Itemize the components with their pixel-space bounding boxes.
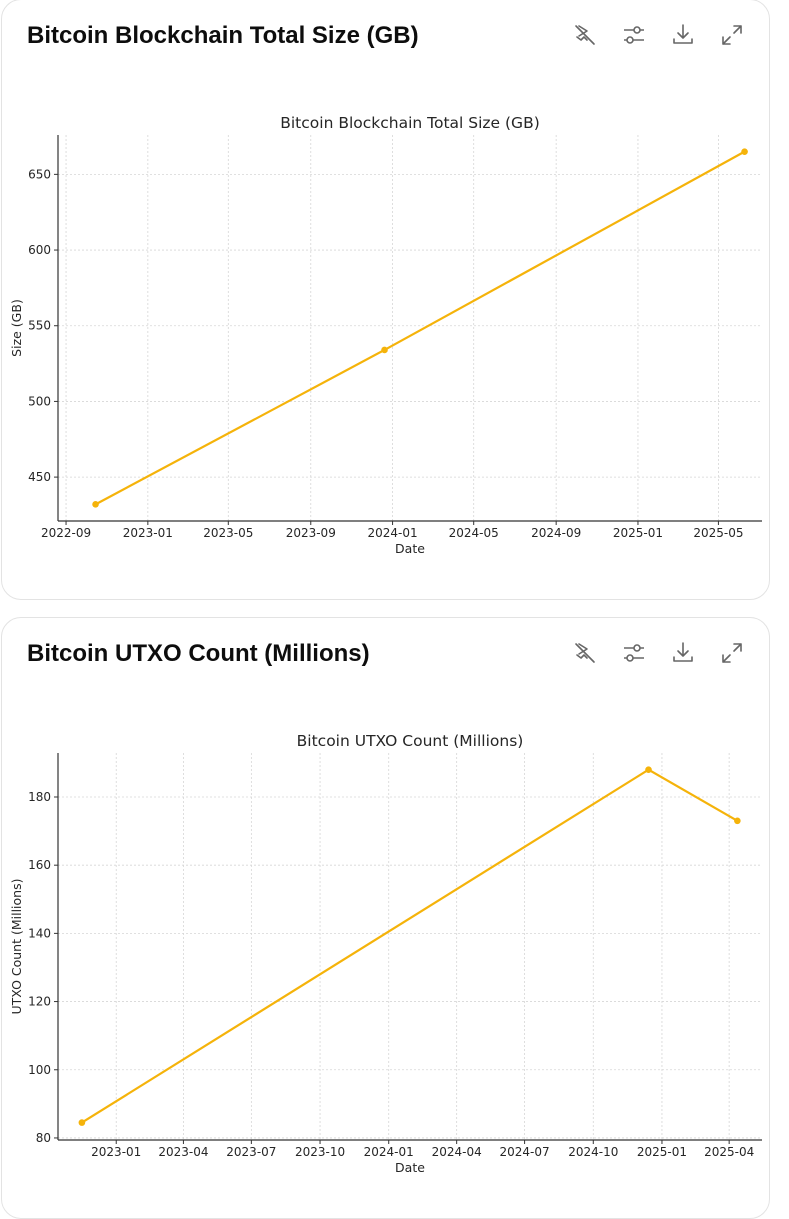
x-tick-label: 2024-04 xyxy=(432,1145,482,1159)
download-icon[interactable] xyxy=(670,22,696,48)
chart-card-blockchain-size: Bitcoin Blockchain Total Size (GB) Bitco… xyxy=(1,0,770,600)
x-tick-label: 2023-07 xyxy=(226,1145,276,1159)
expand-icon[interactable] xyxy=(719,22,745,48)
x-tick-label: 2024-07 xyxy=(500,1145,550,1159)
y-axis-label: UTXO Count (Millions) xyxy=(9,879,24,1015)
x-tick-label: 2023-09 xyxy=(286,526,336,540)
chart-utxo-count: Bitcoin UTXO Count (Millions) 80 100 120 140… xyxy=(9,732,762,1175)
x-tick-label: 2024-05 xyxy=(449,526,499,540)
data-point xyxy=(734,817,741,825)
y-tick-label: 650 xyxy=(28,167,51,181)
expand-icon[interactable] xyxy=(719,640,745,666)
x-axis-label: Date xyxy=(395,541,425,556)
data-point xyxy=(92,501,99,508)
card-toolbar xyxy=(572,22,745,48)
x-tick-label: 2023-05 xyxy=(203,526,253,540)
y-tick-label: 160 xyxy=(28,858,51,872)
y-tick-label: 600 xyxy=(28,243,51,257)
y-tick-label: 550 xyxy=(28,319,51,333)
x-tick-label: 2024-01 xyxy=(364,1145,414,1159)
x-tick-label: 2024-01 xyxy=(367,526,417,540)
y-tick-label: 450 xyxy=(28,470,51,484)
data-point xyxy=(381,346,388,354)
x-tick-label: 2024-10 xyxy=(568,1145,618,1159)
settings-sliders-icon[interactable] xyxy=(621,22,647,48)
hide-chart-icon[interactable] xyxy=(572,22,598,48)
y-tick-label: 180 xyxy=(28,790,51,804)
x-tick-label: 2025-05 xyxy=(693,526,743,540)
download-icon[interactable] xyxy=(670,640,696,666)
settings-sliders-icon[interactable] xyxy=(621,640,647,666)
y-tick-label: 100 xyxy=(28,1063,51,1077)
y-axis-label: Size (GB) xyxy=(9,299,24,357)
x-tick-label: 2023-01 xyxy=(91,1145,141,1159)
card-title: Bitcoin Blockchain Total Size (GB) xyxy=(27,22,419,49)
series-line xyxy=(95,150,746,506)
y-tick-label: 80 xyxy=(36,1131,51,1145)
data-point xyxy=(78,1119,86,1126)
x-tick-label: 2025-04 xyxy=(704,1145,754,1159)
chart-title: Bitcoin UTXO Count (Millions) xyxy=(297,732,524,750)
card-toolbar xyxy=(572,640,745,666)
hide-chart-icon[interactable] xyxy=(572,640,598,666)
card-title: Bitcoin UTXO Count (Millions) xyxy=(27,640,370,667)
y-tick-label: 140 xyxy=(28,926,51,940)
chart-title: Bitcoin Blockchain Total Size (GB) xyxy=(280,114,540,132)
chart-blockchain-size: Bitcoin Blockchain Total Size (GB) 450 500… xyxy=(9,114,762,556)
x-tick-label: 2024-09 xyxy=(531,526,581,540)
x-tick-label: 2023-01 xyxy=(123,526,173,540)
y-tick-label: 500 xyxy=(28,394,51,408)
x-tick-label: 2022-09 xyxy=(41,526,91,540)
data-point xyxy=(741,148,748,155)
y-tick-label: 120 xyxy=(28,995,51,1009)
x-tick-label: 2023-10 xyxy=(295,1145,345,1159)
x-tick-label: 2023-04 xyxy=(158,1145,208,1159)
data-point xyxy=(645,766,652,774)
x-axis-label: Date xyxy=(395,1160,425,1175)
x-tick-label: 2025-01 xyxy=(613,526,663,540)
chart-card-utxo-count: Bitcoin UTXO Count (Millions) Bitcoin UT… xyxy=(1,617,770,1219)
x-tick-label: 2025-01 xyxy=(637,1145,687,1159)
